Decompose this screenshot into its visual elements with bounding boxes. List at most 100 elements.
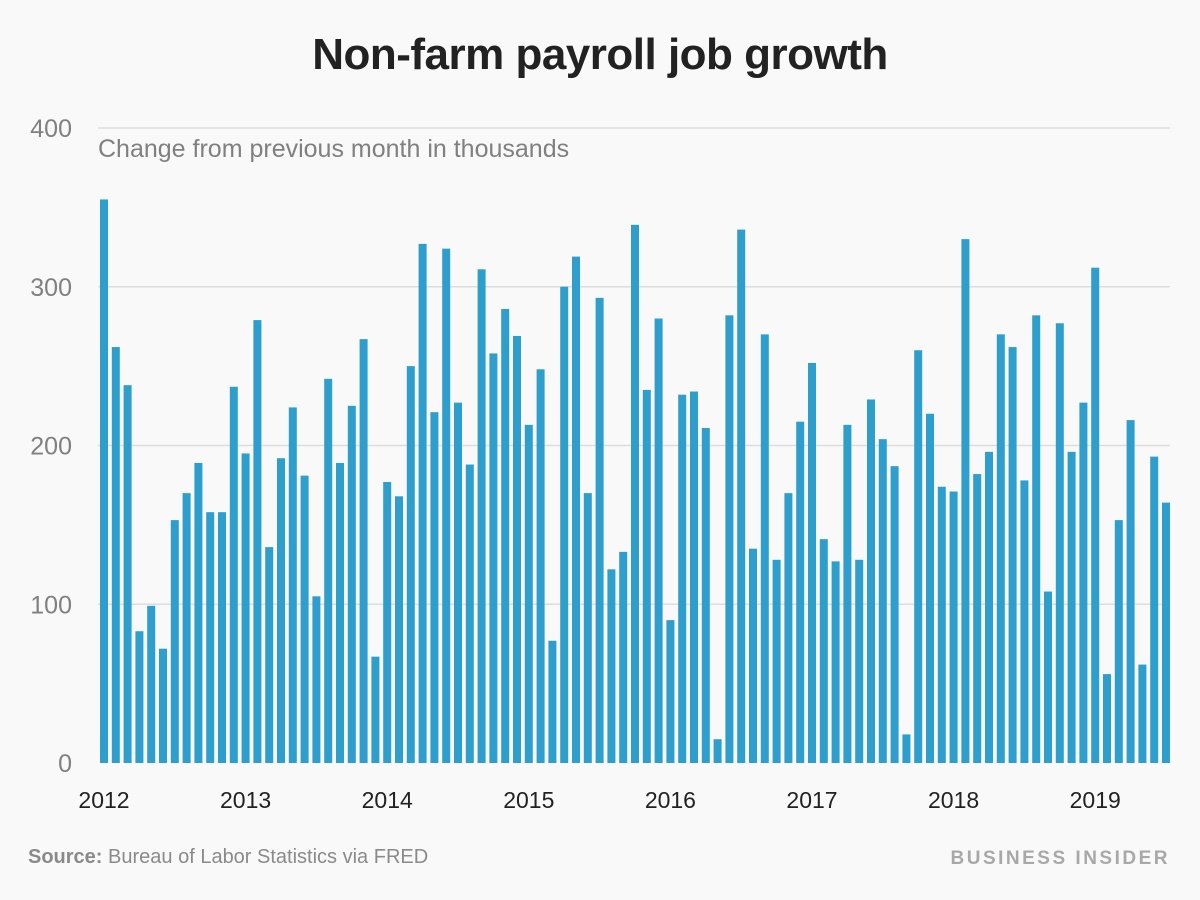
bar: [985, 451, 993, 763]
bar: [477, 269, 486, 763]
bar: [253, 320, 262, 763]
bar: [442, 248, 451, 763]
bar: [666, 620, 675, 763]
bar: [760, 334, 769, 763]
bar: [996, 334, 1005, 763]
bar: [336, 462, 344, 763]
bar: [100, 199, 108, 763]
x-tick-label: 2015: [503, 787, 554, 813]
bar: [1091, 267, 1100, 763]
bar: [961, 239, 970, 763]
bar: [206, 512, 215, 763]
bar: [926, 413, 934, 763]
bar: [548, 640, 557, 763]
bar: [489, 353, 498, 763]
bar: [324, 378, 333, 763]
chart-subtitle: Change from previous month in thousands: [98, 135, 570, 163]
bar: [229, 386, 238, 763]
source-text: Bureau of Labor Statistics via FRED: [108, 846, 429, 868]
x-tick-label: 2014: [362, 787, 413, 813]
bar: [1067, 451, 1076, 763]
y-tick-label: 200: [30, 433, 72, 461]
bar: [465, 464, 474, 763]
bar: [277, 458, 285, 763]
bar: [1079, 402, 1088, 763]
bar: [300, 475, 309, 763]
bar: [383, 482, 392, 763]
bar: [902, 734, 911, 763]
bar: [631, 224, 639, 763]
business-insider-logo: BUSINESS INSIDER: [950, 848, 1170, 869]
bar: [418, 243, 427, 763]
x-tick-label: 2012: [78, 787, 129, 813]
bar: [572, 256, 580, 763]
bar: [406, 366, 415, 763]
bar: [536, 369, 545, 763]
y-tick-label: 100: [30, 591, 72, 619]
bar: [878, 439, 887, 763]
bar: [1150, 456, 1159, 763]
bar: [170, 520, 179, 763]
bar: [690, 391, 698, 763]
bar: [159, 648, 167, 763]
bar: [241, 453, 250, 763]
bar: [784, 493, 793, 763]
bar: [843, 424, 852, 763]
bar: [395, 496, 403, 763]
bar: [524, 424, 533, 763]
bar: [583, 493, 592, 763]
bar: [701, 428, 710, 763]
x-tick-label: 2016: [645, 787, 696, 813]
bar: [1126, 420, 1135, 763]
bar: [725, 315, 734, 763]
bar: [973, 474, 982, 763]
bar: [772, 559, 781, 763]
bar: [371, 656, 380, 763]
y-tick-label: 0: [58, 750, 72, 778]
bar: [501, 308, 510, 763]
bar: [182, 493, 191, 763]
bar: [867, 399, 875, 763]
chart-title: Non-farm payroll job growth: [312, 30, 888, 79]
bar: [713, 739, 722, 763]
bar: [607, 569, 616, 763]
bar: [949, 491, 958, 763]
bar: [1103, 674, 1111, 763]
bar: [819, 539, 828, 763]
bar: [642, 389, 651, 763]
bar: [1114, 520, 1123, 763]
bar: [749, 548, 757, 763]
bar: [135, 631, 144, 763]
bar: [937, 486, 946, 763]
bar: [619, 551, 628, 763]
bar: [1162, 502, 1170, 763]
bar: [737, 229, 746, 764]
bar: [654, 318, 663, 763]
bar: [111, 347, 120, 763]
bar: [890, 466, 899, 763]
bar: [454, 402, 462, 763]
x-tick-label: 2017: [786, 787, 837, 813]
bar: [914, 350, 923, 763]
bar: [1138, 664, 1147, 763]
source-note: Source: Bureau of Labor Statistics via F…: [28, 846, 428, 869]
bar: [347, 405, 356, 763]
bar: [265, 547, 274, 763]
bar: [855, 559, 864, 763]
bar: [359, 339, 368, 763]
y-tick-label: 300: [30, 274, 72, 302]
bar: [218, 512, 226, 763]
bar: [312, 596, 321, 763]
bar: [1008, 347, 1017, 763]
y-tick-label: 400: [30, 115, 72, 143]
bar: [123, 385, 132, 763]
bar: [194, 462, 203, 763]
bar: [1044, 591, 1052, 763]
bar: [808, 362, 816, 763]
bar: [1032, 315, 1041, 763]
bar: [430, 412, 439, 763]
bar: [1055, 323, 1064, 763]
bar: [831, 561, 840, 763]
bar: [796, 421, 805, 763]
